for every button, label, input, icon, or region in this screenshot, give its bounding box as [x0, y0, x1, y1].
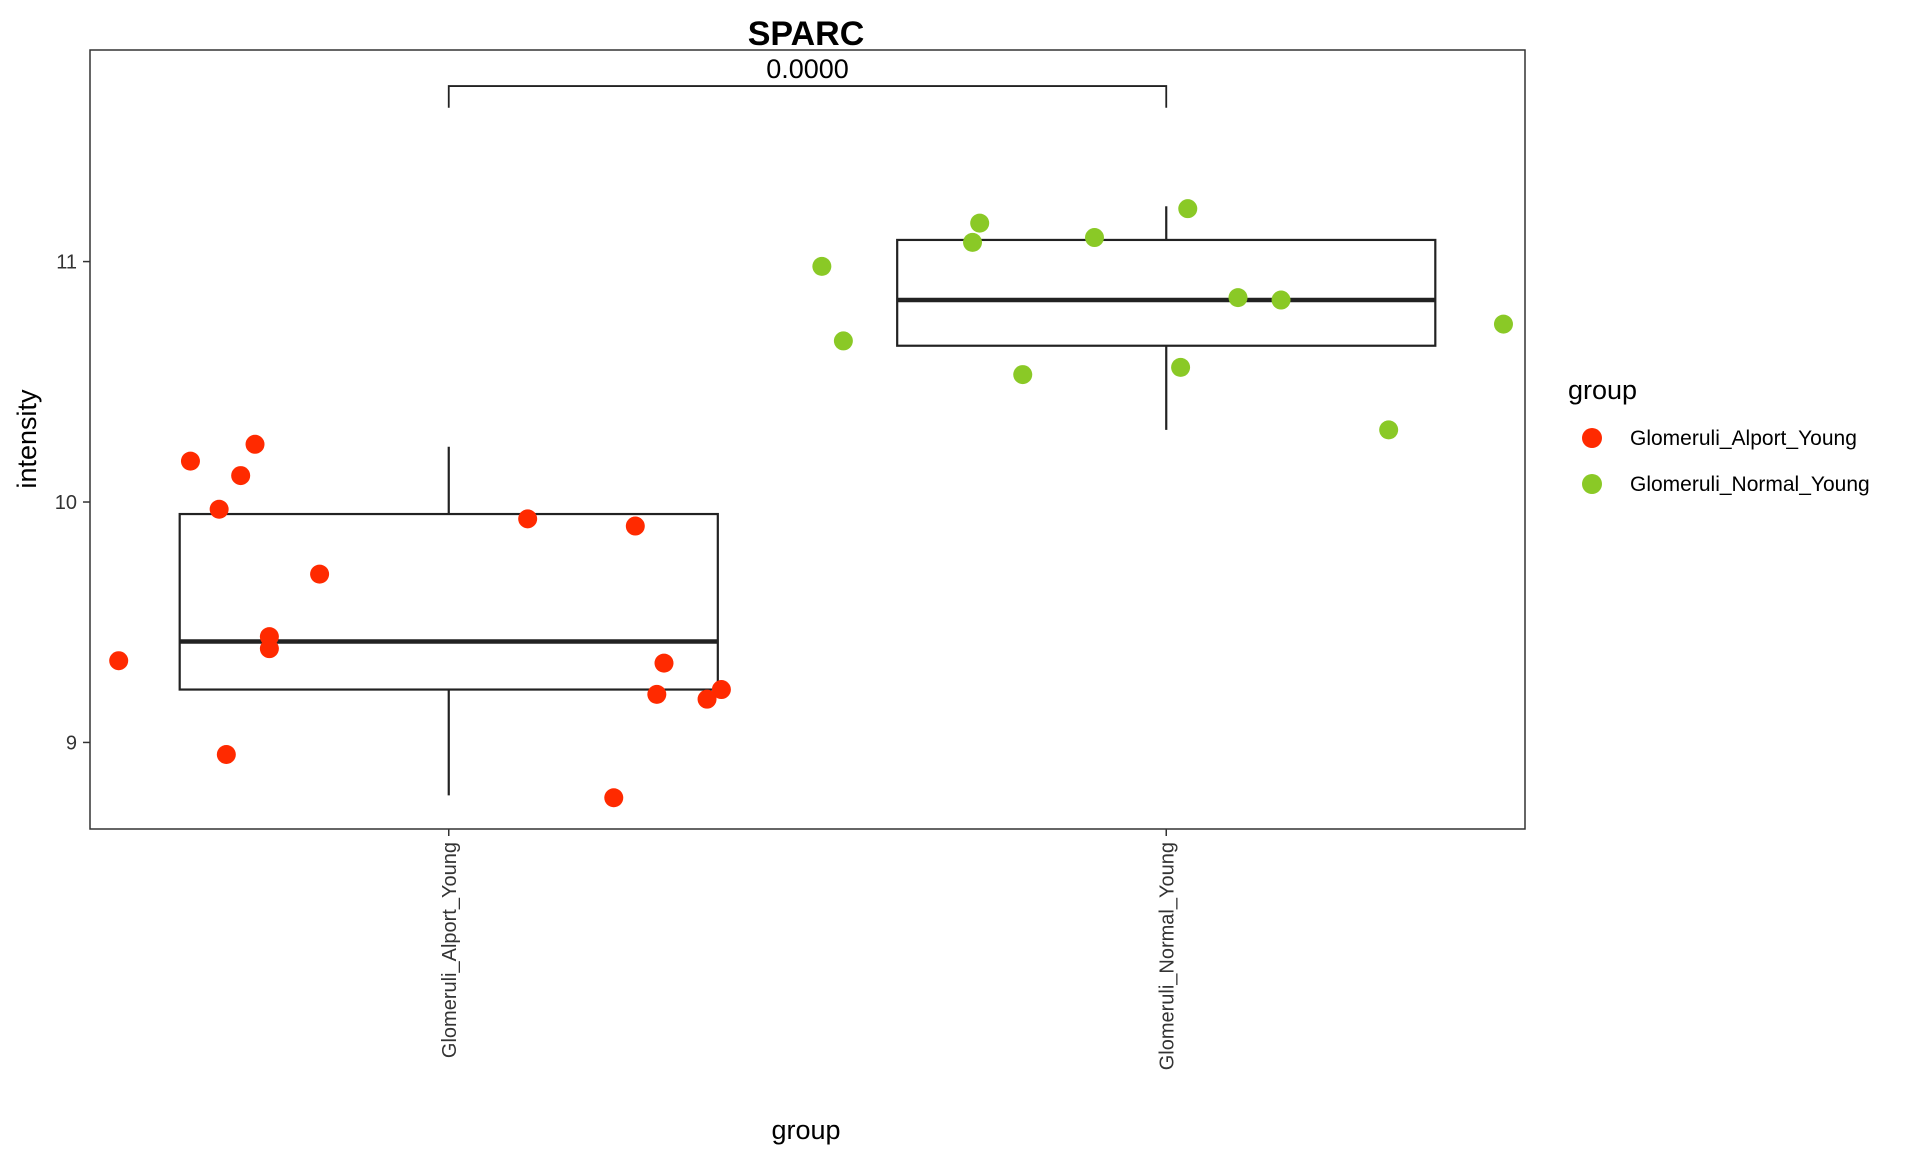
data-point: [1171, 357, 1191, 377]
data-point: [231, 466, 251, 486]
data-point: [518, 509, 538, 529]
significance-bracket: [447, 85, 1168, 108]
data-point: [812, 256, 832, 276]
data-point: [209, 499, 229, 519]
x-tick-label: Glomeruli_Normal_Young: [1156, 842, 1178, 1070]
y-tick-label: 10: [55, 492, 77, 514]
x-axis-title: group: [771, 1115, 840, 1145]
data-point: [216, 744, 236, 764]
data-point: [647, 684, 667, 704]
box-iqr: [178, 512, 719, 691]
data-point: [1013, 365, 1033, 385]
data-point: [259, 639, 279, 659]
data-point: [1228, 288, 1248, 308]
data-point: [654, 653, 674, 673]
box-1: [178, 446, 719, 796]
data-point: [970, 213, 990, 233]
data-point: [1271, 290, 1291, 310]
data-point: [1379, 420, 1399, 440]
legend-key: [1582, 474, 1602, 494]
data-point: [245, 434, 265, 454]
data-point: [180, 451, 200, 471]
data-point: [963, 232, 983, 252]
y-tick-label: 9: [66, 732, 77, 754]
box-iqr: [896, 238, 1437, 347]
data-point: [697, 689, 717, 709]
legend-title: group: [1568, 375, 1637, 405]
data-point: [1085, 228, 1104, 248]
x-tick-label: Glomeruli_Alport_Young: [439, 842, 461, 1058]
data-point: [625, 516, 645, 536]
plot-marks: 9 10 11 Glomeruli_Alport_Young Glomeruli_Nor…: [55, 54, 1513, 1070]
y-tick-label: 11: [56, 252, 77, 274]
chart-title: SPARC: [748, 15, 865, 53]
data-point: [833, 331, 853, 351]
p-value-label: 0.0000: [766, 54, 849, 84]
box-2: [896, 206, 1437, 430]
data-point: [604, 788, 624, 808]
legend-key: [1582, 428, 1602, 448]
data-point: [711, 680, 731, 700]
plot-panel-border: [89, 49, 1526, 830]
legend-label: Glomeruli_Normal_Young: [1630, 473, 1870, 496]
legend: Glomeruli_Alport_Young Glomeruli_Normal_Y…: [1582, 427, 1870, 496]
data-point: [1178, 199, 1198, 219]
legend-label: Glomeruli_Alport_Young: [1630, 427, 1857, 450]
data-point: [310, 564, 330, 584]
data-point: [109, 651, 129, 671]
y-axis-title: intensity: [12, 389, 42, 489]
data-point: [1493, 314, 1513, 334]
